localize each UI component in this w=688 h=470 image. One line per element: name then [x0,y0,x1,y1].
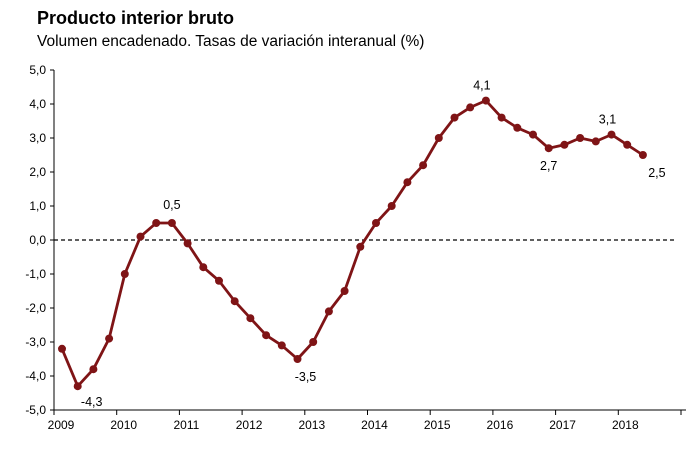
data-label: 3,1 [599,113,616,127]
y-tick-label: 4,0 [29,97,46,111]
x-tick-label: 2017 [549,418,576,432]
y-tick-label: 2,0 [29,165,46,179]
data-point [419,161,428,170]
data-point [152,219,161,227]
y-tick-label: 3,0 [29,131,46,145]
x-tick-label: 2016 [487,418,514,432]
data-point [623,140,632,149]
data-point [58,344,66,353]
chart-title: Producto interior bruto [37,8,234,28]
series-line [60,99,644,388]
data-point [340,287,349,295]
data-point [481,96,490,105]
data-point [262,331,271,340]
x-tick-label: 2012 [236,418,263,432]
data-point [434,134,443,142]
data-label: 0,5 [163,198,180,212]
y-tick-label: -3,0 [25,335,46,349]
data-point [199,263,208,272]
y-tick-label: -4,0 [25,369,46,383]
data-point [293,355,302,363]
data-point [576,134,585,142]
data-label: -4,3 [81,395,103,409]
data-point [638,151,647,159]
data-point [529,130,537,139]
data-label: 2,7 [540,159,557,173]
y-tick-label: -2,0 [25,301,46,315]
data-label: -3,5 [295,370,317,384]
data-point [246,314,255,323]
data-point [136,232,145,241]
data-point [324,307,333,316]
data-point [372,219,380,227]
x-tick-label: 2009 [48,418,75,432]
x-tick-label: 2013 [298,418,325,432]
data-point [403,178,412,187]
data-point [215,276,223,285]
data-point [497,113,506,122]
data-point [387,202,396,210]
y-tick-label: 1,0 [29,199,46,213]
data-point [560,140,569,149]
data-point [89,365,98,374]
data-point [183,239,192,248]
y-tick-label: -5,0 [25,403,46,417]
data-point [309,338,318,346]
data-point [73,382,82,391]
chart-subtitle: Volumen encadenado. Tasas de variación i… [37,33,425,50]
data-point [167,219,176,227]
x-tick-label: 2018 [612,418,639,432]
data-point [450,113,459,122]
data-point [466,103,475,112]
y-tick-label: 0,0 [29,233,46,247]
data-point [544,144,553,153]
data-point [277,341,286,350]
x-tick-label: 2015 [424,418,451,432]
data-point [230,297,239,306]
data-point [356,242,365,251]
x-tick-label: 2011 [173,418,199,432]
y-tick-label: 5,0 [29,63,46,77]
y-tick-label: -1,0 [25,267,46,281]
x-tick-label: 2010 [110,418,137,432]
data-label: 2,5 [648,166,665,180]
x-tick-label: 2014 [361,418,388,432]
data-point [607,130,616,139]
data-point [513,123,522,132]
data-point [105,334,114,343]
data-point [591,137,600,146]
data-label: 4,1 [473,79,490,93]
data-point [120,270,129,278]
